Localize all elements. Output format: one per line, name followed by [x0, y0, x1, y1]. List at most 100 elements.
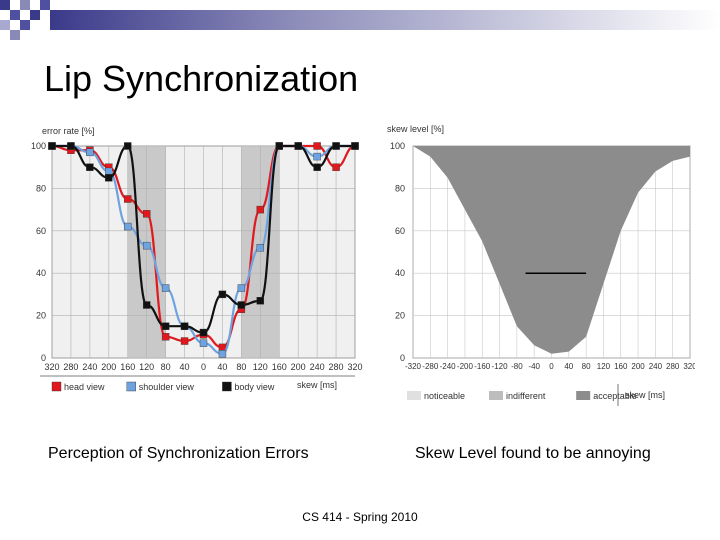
x-tick-label: 240 [649, 362, 663, 371]
data-point [256, 244, 265, 252]
data-point [180, 337, 189, 345]
x-tick-label: -200 [457, 362, 474, 371]
data-point [294, 142, 302, 150]
legend-swatch [489, 391, 503, 400]
data-point [142, 301, 151, 309]
x-tick-label: 40 [180, 362, 190, 372]
x-tick-label: 40 [217, 362, 227, 372]
data-point [332, 163, 340, 171]
data-point [218, 350, 227, 358]
legend-label: acceptable [593, 391, 637, 401]
y-tick-label: 40 [395, 268, 405, 278]
x-tick-label: -320 [405, 362, 422, 371]
data-point [161, 284, 170, 292]
data-point [199, 339, 208, 347]
data-point [105, 174, 113, 182]
y-tick-label: 100 [390, 141, 405, 151]
y-tick-label: 20 [395, 311, 405, 321]
x-tick-label: 200 [631, 362, 645, 371]
y-axis-label: skew level [%] [387, 124, 444, 134]
data-point [124, 142, 132, 150]
x-tick-label: 120 [253, 362, 268, 372]
x-tick-label: 80 [582, 362, 591, 371]
checker-square [30, 10, 40, 20]
checker-square [10, 30, 20, 40]
data-point [313, 163, 321, 171]
x-tick-label: -240 [440, 362, 457, 371]
y-tick-label: 80 [36, 183, 46, 193]
x-axis-label: skew [ms] [297, 380, 337, 390]
x-tick-label: 80 [161, 362, 171, 372]
legend-label: shoulder view [139, 382, 195, 392]
data-point [142, 241, 151, 250]
y-tick-label: 40 [36, 268, 46, 278]
data-point [67, 142, 75, 150]
x-tick-label: 280 [63, 362, 78, 372]
data-point [124, 195, 132, 203]
data-point [256, 297, 265, 305]
header-checker-decoration [0, 0, 720, 40]
x-tick-label: 320 [683, 362, 695, 371]
slide-footer: CS 414 - Spring 2010 [302, 510, 418, 524]
x-axis-label: skew [ms] [625, 390, 665, 400]
legend-swatch [407, 391, 421, 400]
skew-level-chart: 0 20 40 60 80 100 -320 -280 -240 -200 -160 -120 -80-… [387, 124, 695, 406]
y-tick-label: 0 [400, 353, 405, 363]
checker-square [20, 20, 30, 30]
x-tick-label: 240 [82, 362, 97, 372]
data-point [161, 333, 170, 341]
y-tick-label: 80 [395, 183, 405, 193]
legend-label: indifferent [506, 391, 546, 401]
data-point [313, 152, 321, 161]
data-point [332, 142, 340, 150]
x-tick-label: -40 [528, 362, 540, 371]
x-tick-label: -80 [511, 362, 523, 371]
checker-square [40, 0, 50, 10]
legend-swatch [51, 381, 62, 392]
x-tick-label: 320 [347, 362, 362, 372]
x-tick-label: 280 [329, 362, 344, 372]
data-point [256, 205, 265, 214]
legend-swatch [126, 381, 137, 392]
x-tick-label: 200 [291, 362, 306, 372]
y-tick-label: 100 [31, 141, 46, 151]
y-tick-label: 60 [36, 226, 46, 236]
data-point [275, 142, 283, 150]
header-gradient-bar [50, 10, 720, 30]
x-tick-label: 40 [564, 362, 573, 371]
data-point [237, 301, 246, 309]
data-point [313, 142, 321, 150]
data-point [142, 210, 151, 218]
data-point [180, 322, 189, 330]
data-point [351, 142, 359, 150]
x-tick-label: 80 [236, 362, 246, 372]
checker-square [0, 20, 10, 30]
slide-title: Lip Synchronization [44, 58, 359, 99]
x-tick-label: -280 [422, 362, 439, 371]
x-tick-label: 160 [614, 362, 628, 371]
y-tick-label: 20 [36, 311, 46, 321]
x-tick-label: 120 [139, 362, 154, 372]
legend-swatch [222, 381, 232, 392]
x-tick-label: 160 [272, 362, 287, 372]
x-tick-label: -160 [474, 362, 491, 371]
caption-right: Skew Level found to be annoying [415, 445, 651, 462]
y-tick-label: 60 [395, 226, 405, 236]
data-point [161, 322, 170, 330]
legend-label: body view [234, 382, 275, 392]
data-point [105, 167, 113, 176]
legend-label: head view [64, 382, 105, 392]
x-tick-label: 0 [201, 362, 206, 372]
area-acceptable [413, 146, 690, 354]
data-point [86, 163, 94, 171]
checker-square [0, 0, 10, 10]
data-point [86, 148, 94, 157]
x-tick-label: 160 [120, 362, 135, 372]
x-tick-label: 120 [597, 362, 611, 371]
x-tick-label: 280 [666, 362, 680, 371]
data-point [48, 142, 56, 150]
caption-left: Perception of Synchronization Errors [48, 445, 309, 462]
checker-square [10, 10, 20, 20]
x-tick-label: 0 [549, 362, 554, 371]
